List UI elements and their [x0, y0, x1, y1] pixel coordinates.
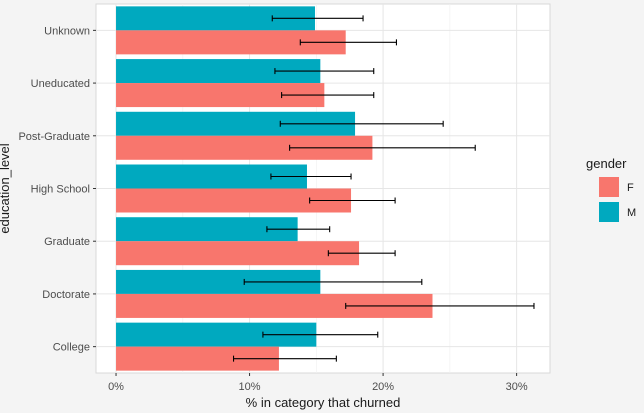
y-axis-ticks: Unknown Uneducated Post-Graduate High Schoo… — [18, 25, 96, 354]
y-axis-title: education_level — [0, 143, 12, 233]
legend-title: gender — [586, 156, 627, 171]
y-tick-label: Post-Graduate — [18, 131, 90, 143]
x-tick-label: 10% — [239, 381, 261, 393]
bar-m-post-graduate — [116, 111, 356, 136]
x-tick-label: 20% — [372, 381, 394, 393]
y-tick-label: Uneducated — [31, 78, 90, 90]
bar-m-uneducated — [116, 59, 321, 84]
y-tick-label: Graduate — [44, 236, 90, 248]
y-tick-label: Doctorate — [42, 289, 90, 301]
error-bars-group — [232, 15, 535, 362]
x-tick-label: 0% — [108, 381, 124, 393]
x-axis-ticks: 0% 10% 20% 30% — [108, 373, 528, 393]
x-axis-title: % in category that churned — [246, 395, 401, 410]
bar-f-graduate — [116, 241, 360, 266]
legend-label-m: M — [627, 207, 636, 219]
legend-key-m — [599, 202, 619, 222]
legend-key-f — [599, 177, 619, 197]
y-tick-label: Unknown — [44, 25, 90, 37]
legend-label-f: F — [627, 182, 634, 194]
legend: gender F M — [586, 156, 636, 222]
x-tick-label: 30% — [506, 381, 528, 393]
y-tick-label: High School — [31, 184, 90, 196]
y-tick-label: College — [53, 342, 90, 354]
